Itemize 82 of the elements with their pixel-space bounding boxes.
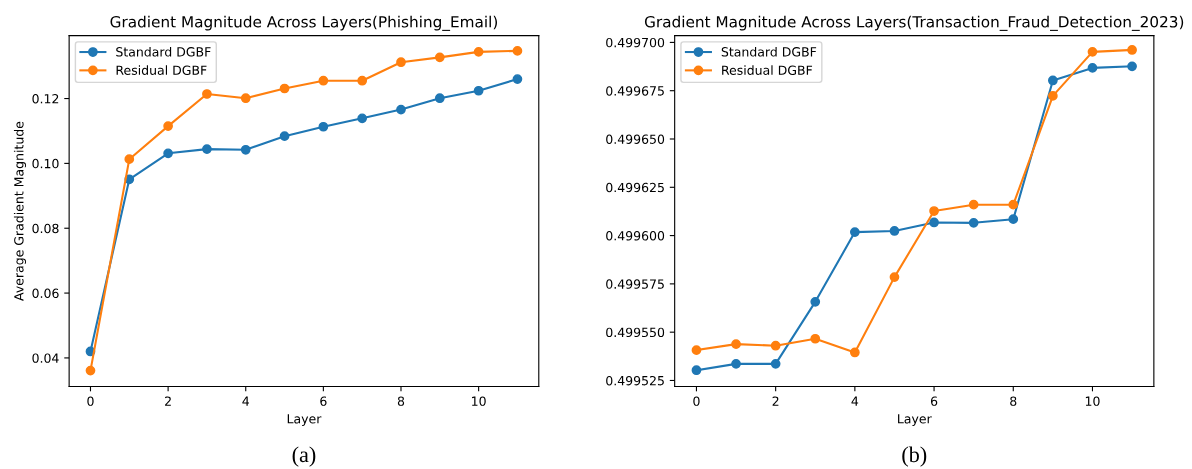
y-axis-title: Average Gradient Magnitude — [13, 121, 27, 301]
point — [691, 345, 702, 356]
point — [691, 365, 702, 376]
y-tick-label: 0.04 — [32, 353, 59, 363]
point — [731, 339, 741, 350]
point — [318, 75, 329, 86]
point — [279, 131, 290, 142]
y-tick-label: 0.06 — [32, 288, 59, 299]
point — [1008, 199, 1019, 210]
y-tick-label: 0.499700 — [606, 37, 665, 48]
x-tick-label: 10 — [472, 396, 486, 406]
point — [318, 121, 329, 132]
point — [929, 206, 939, 216]
point — [434, 93, 445, 104]
x-tick-label: 8 — [1010, 396, 1017, 406]
point — [1087, 47, 1098, 57]
y-tick-label: 0.499575 — [606, 279, 664, 289]
point — [1008, 214, 1019, 225]
point — [202, 144, 212, 154]
y-tick-label: 0.12 — [32, 94, 59, 104]
point — [889, 272, 900, 282]
x-tick-label: 8 — [397, 396, 405, 406]
point — [849, 347, 860, 358]
text: (b) — [902, 446, 927, 467]
legend-label: Standard DGBF — [116, 46, 211, 57]
y-tick-label: 0.499525 — [606, 375, 664, 386]
point — [163, 148, 173, 159]
point — [1048, 91, 1058, 101]
x-tick-label: 0 — [87, 396, 94, 406]
point — [240, 144, 251, 155]
point — [357, 75, 368, 86]
x-tick-label: 4 — [851, 396, 859, 406]
point — [434, 52, 445, 63]
point — [85, 365, 96, 376]
point — [889, 226, 900, 236]
point — [810, 333, 821, 344]
y-tick-label: 0.08 — [32, 223, 59, 234]
x-tick-label: 6 — [320, 396, 327, 406]
point — [473, 46, 484, 57]
point — [731, 358, 741, 369]
point — [473, 85, 484, 96]
x-tick-label: 2 — [772, 396, 779, 406]
point — [512, 46, 523, 56]
point — [770, 340, 781, 351]
point — [396, 104, 406, 115]
x-axis-title: Layer — [898, 414, 932, 426]
point — [770, 358, 781, 369]
x-tick-label: 10 — [1085, 396, 1100, 406]
point — [163, 121, 173, 131]
point — [396, 57, 406, 68]
point — [279, 83, 290, 94]
y-tick-label: 0.499675 — [606, 86, 664, 96]
point — [512, 74, 523, 84]
point — [240, 93, 251, 104]
point — [357, 113, 368, 124]
y-tick-label: 0.499625 — [606, 182, 664, 193]
point — [1127, 61, 1137, 72]
point — [1087, 63, 1098, 73]
point — [124, 154, 135, 165]
legend-label: Residual DGBF — [722, 65, 813, 75]
y-tick-label: 0.499550 — [606, 327, 665, 338]
point — [1048, 75, 1058, 86]
y-tick-label: 0.499600 — [606, 231, 665, 241]
y-tick-label: 0.10 — [32, 158, 59, 169]
point — [968, 199, 979, 210]
x-tick-label: 6 — [930, 396, 938, 406]
point — [968, 217, 979, 228]
point — [202, 89, 212, 99]
point — [810, 296, 821, 307]
chart-title: Gradient Magnitude Across Layers(Phishing_Email) — [110, 15, 497, 31]
y-tick-label: 0.499650 — [606, 134, 665, 144]
x-tick-label: 0 — [693, 396, 700, 406]
point — [849, 227, 860, 237]
x-axis-title: Layer — [287, 414, 322, 426]
legend-label: Residual DGBF — [116, 65, 207, 75]
x-tick-label: 2 — [165, 396, 171, 406]
x-tick-label: 4 — [242, 396, 250, 406]
chart-title: Gradient Magnitude Across Layers(Transaction_Fraud_Detection_2023) — [644, 15, 1184, 31]
text: (a) — [292, 446, 316, 467]
legend-label: Standard DGBF — [721, 46, 817, 57]
point — [1127, 45, 1137, 55]
point — [929, 217, 939, 228]
